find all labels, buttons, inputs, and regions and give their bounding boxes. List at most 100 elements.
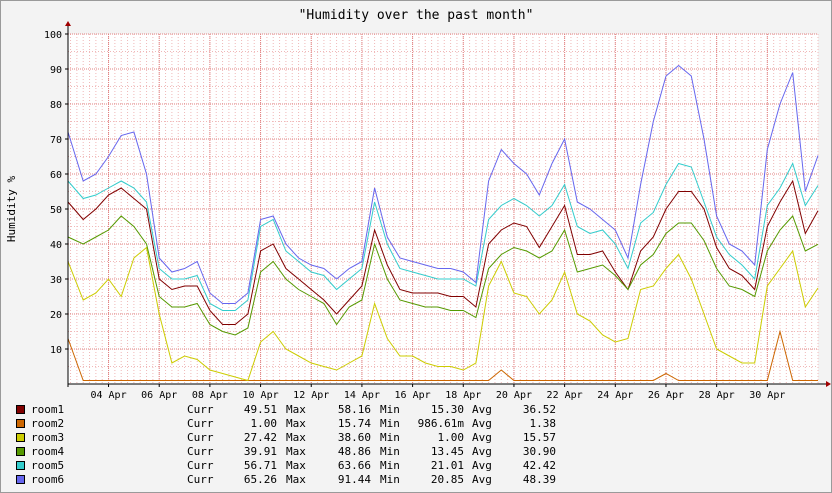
legend-row-room5: room5 Curr 56.71 Max 63.66 Min 21.01 Avg 42.42 — [16, 459, 576, 473]
legend-min-value: 986.61m — [417, 417, 464, 430]
legend-min-label: Min — [380, 417, 400, 430]
legend-max-value: 63.66 — [337, 459, 371, 472]
series-line-room5 — [67, 162, 819, 311]
legend-min-value: 1.00 — [437, 431, 465, 444]
x-tick-label: 22 Apr — [547, 390, 583, 401]
legend-max-label: Max — [286, 473, 306, 486]
x-axis-arrow — [826, 381, 831, 387]
x-tick-label: 24 Apr — [597, 390, 633, 401]
legend-max-value: 91.44 — [337, 473, 371, 486]
legend-curr-value: 27.42 — [243, 431, 277, 444]
legend-min-value: 20.85 — [430, 473, 464, 486]
y-tick-label: 90 — [50, 65, 62, 76]
legend-min-label: Min — [380, 473, 400, 486]
series-lines — [67, 64, 819, 382]
legend-curr-label: Curr — [187, 403, 214, 416]
y-tick-label: 20 — [50, 310, 62, 321]
legend-curr-value: 1.00 — [250, 417, 278, 430]
x-tick-label: 26 Apr — [648, 390, 684, 401]
legend-max-label: Max — [286, 403, 306, 416]
y-axis-label: Humidity % — [5, 176, 18, 243]
legend-avg-value: 42.42 — [522, 459, 556, 472]
series-line-room4 — [67, 215, 819, 336]
legend-series-name: room4 — [31, 445, 65, 458]
legend-row-room2: room2 Curr 1.00 Max 15.74 Min 986.61m Avg 1.38 — [16, 417, 576, 431]
legend-min-value: 13.45 — [430, 445, 464, 458]
legend-max-value: 15.74 — [337, 417, 371, 430]
x-tick-label: 04 Apr — [90, 390, 126, 401]
y-tick-label: 70 — [50, 135, 62, 146]
y-tick-label: 10 — [50, 345, 62, 356]
legend-swatch — [16, 475, 25, 484]
x-tick-label: 12 Apr — [293, 390, 329, 401]
x-tick-label: 14 Apr — [344, 390, 380, 401]
legend-avg-label: Avg — [472, 431, 492, 444]
x-tick-label: 06 Apr — [141, 390, 177, 401]
axes — [65, 21, 831, 387]
y-tick-label: 30 — [50, 275, 62, 286]
series-line-room2 — [67, 329, 818, 381]
legend-max-label: Max — [286, 445, 306, 458]
legend-series-name: room3 — [31, 431, 65, 444]
tick-labels: 10 20 30 40 50 60 70 80 90 100 04 Apr 06 Apr 08 Apr 1… — [44, 30, 785, 401]
y-tick-label: 40 — [50, 240, 62, 251]
legend-avg-value: 15.57 — [522, 431, 556, 444]
series-line-room3 — [67, 246, 819, 382]
x-tick-label: 18 Apr — [445, 390, 481, 401]
x-tick-label: 30 Apr — [749, 390, 785, 401]
legend-max-label: Max — [286, 417, 306, 430]
legend-row-room3: room3 Curr 27.42 Max 38.60 Min 1.00 Avg 15.57 — [16, 431, 576, 445]
legend-avg-value: 1.38 — [529, 417, 557, 430]
legend-avg-label: Avg — [472, 403, 492, 416]
legend-max-value: 38.60 — [337, 431, 371, 444]
legend-max-label: Max — [286, 431, 306, 444]
legend-curr-value: 56.71 — [243, 459, 277, 472]
legend-swatch — [16, 447, 25, 456]
legend-min-value: 21.01 — [430, 459, 464, 472]
x-tick-label: 20 Apr — [496, 390, 532, 401]
chart-title: "Humidity over the past month" — [299, 8, 534, 23]
x-tick-label: 28 Apr — [699, 390, 735, 401]
humidity-chart: "Humidity over the past month" Humidity … — [5, 8, 831, 401]
legend-curr-label: Curr — [187, 445, 214, 458]
legend-series-name: room5 — [31, 459, 65, 472]
y-axis-arrow — [65, 21, 71, 26]
legend-series-name: room6 — [31, 473, 65, 486]
legend-min-label: Min — [380, 459, 400, 472]
legend-curr-value: 65.26 — [243, 473, 277, 486]
y-tick-label: 100 — [44, 30, 62, 41]
legend-max-value: 58.16 — [337, 403, 371, 416]
legend-row-room6: room6 Curr 65.26 Max 91.44 Min 20.85 Avg 48.39 — [16, 473, 576, 487]
y-tick-label: 80 — [50, 100, 62, 111]
x-tick-label: 08 Apr — [192, 390, 228, 401]
legend-avg-label: Avg — [472, 459, 492, 472]
legend-swatch — [16, 461, 25, 470]
legend-min-label: Min — [380, 403, 400, 416]
legend-min-value: 15.30 — [430, 403, 464, 416]
legend-min-label: Min — [380, 431, 400, 444]
series-line-room6 — [67, 64, 819, 304]
y-tick-label: 50 — [50, 205, 62, 216]
legend-avg-value: 48.39 — [522, 473, 556, 486]
legend-avg-label: Avg — [472, 445, 492, 458]
legend-curr-label: Curr — [187, 417, 214, 430]
legend-avg-value: 30.90 — [522, 445, 556, 458]
legend-min-label: Min — [380, 445, 400, 458]
legend-max-label: Max — [286, 459, 306, 472]
legend-swatch — [16, 405, 25, 414]
y-tick-label: 60 — [50, 170, 62, 181]
legend-avg-label: Avg — [472, 417, 492, 430]
legend-curr-label: Curr — [187, 473, 214, 486]
legend-curr-label: Curr — [187, 459, 214, 472]
legend-avg-value: 36.52 — [522, 403, 556, 416]
legend-curr-value: 39.91 — [243, 445, 277, 458]
legend-max-value: 48.86 — [337, 445, 371, 458]
x-tick-label: 16 Apr — [395, 390, 431, 401]
series-line-room1 — [67, 179, 819, 325]
legend-avg-label: Avg — [472, 473, 492, 486]
legend-swatch — [16, 419, 25, 428]
legend-swatch — [16, 433, 25, 442]
legend-row-room1: room1 Curr 49.51 Max 58.16 Min 15.30 Avg 36.52 — [16, 403, 576, 417]
legend-series-name: room1 — [31, 403, 65, 416]
